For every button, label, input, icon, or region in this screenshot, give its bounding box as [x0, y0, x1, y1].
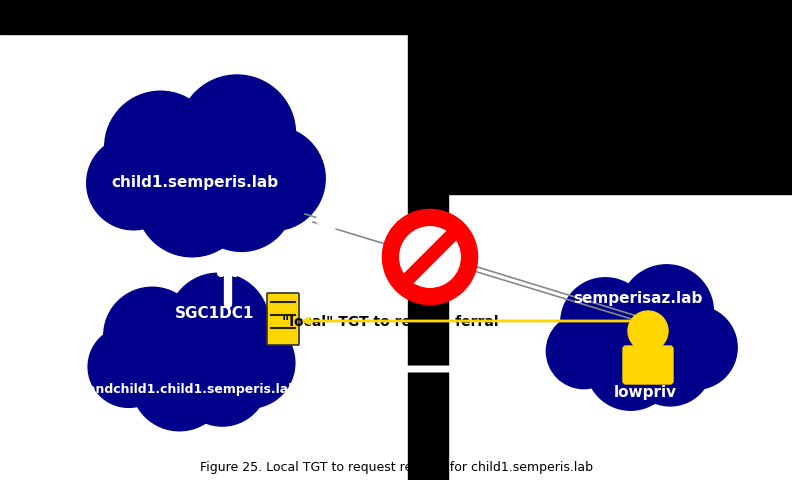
Circle shape	[189, 148, 294, 252]
FancyBboxPatch shape	[623, 346, 673, 384]
Circle shape	[168, 274, 269, 375]
Circle shape	[628, 312, 668, 351]
Bar	[448, 0, 792, 194]
Bar	[0, 0, 792, 35]
Circle shape	[136, 146, 248, 257]
Circle shape	[86, 137, 181, 230]
Circle shape	[88, 326, 169, 408]
Text: SGC1DC1: SGC1DC1	[175, 305, 255, 320]
Text: "local" TGT to requ     ferral: "local" TGT to requ ferral	[282, 314, 498, 328]
Circle shape	[546, 314, 621, 389]
Circle shape	[400, 228, 460, 288]
Circle shape	[628, 323, 712, 406]
Circle shape	[561, 278, 650, 367]
Text: semperisaz.lab: semperisaz.lab	[573, 290, 703, 305]
Circle shape	[131, 335, 228, 431]
Circle shape	[178, 76, 295, 192]
Circle shape	[177, 336, 268, 426]
Bar	[408, 0, 448, 480]
Circle shape	[105, 92, 216, 204]
Text: lowpriv: lowpriv	[614, 384, 676, 399]
Circle shape	[388, 216, 472, 300]
Circle shape	[104, 288, 200, 384]
Circle shape	[204, 318, 295, 408]
Circle shape	[586, 321, 676, 410]
Circle shape	[588, 287, 703, 402]
Circle shape	[132, 297, 257, 421]
Text: grandchild1.child1.semperis.lab: grandchild1.child1.semperis.lab	[72, 383, 298, 396]
FancyBboxPatch shape	[267, 293, 299, 345]
Circle shape	[138, 103, 282, 247]
Circle shape	[221, 127, 326, 231]
Text: Figure 25. Local TGT to request referral for child1.semperis.lab: Figure 25. Local TGT to request referral…	[200, 460, 592, 473]
Circle shape	[620, 265, 714, 359]
Circle shape	[653, 306, 737, 390]
Text: child1.semperis.lab: child1.semperis.lab	[112, 174, 279, 189]
